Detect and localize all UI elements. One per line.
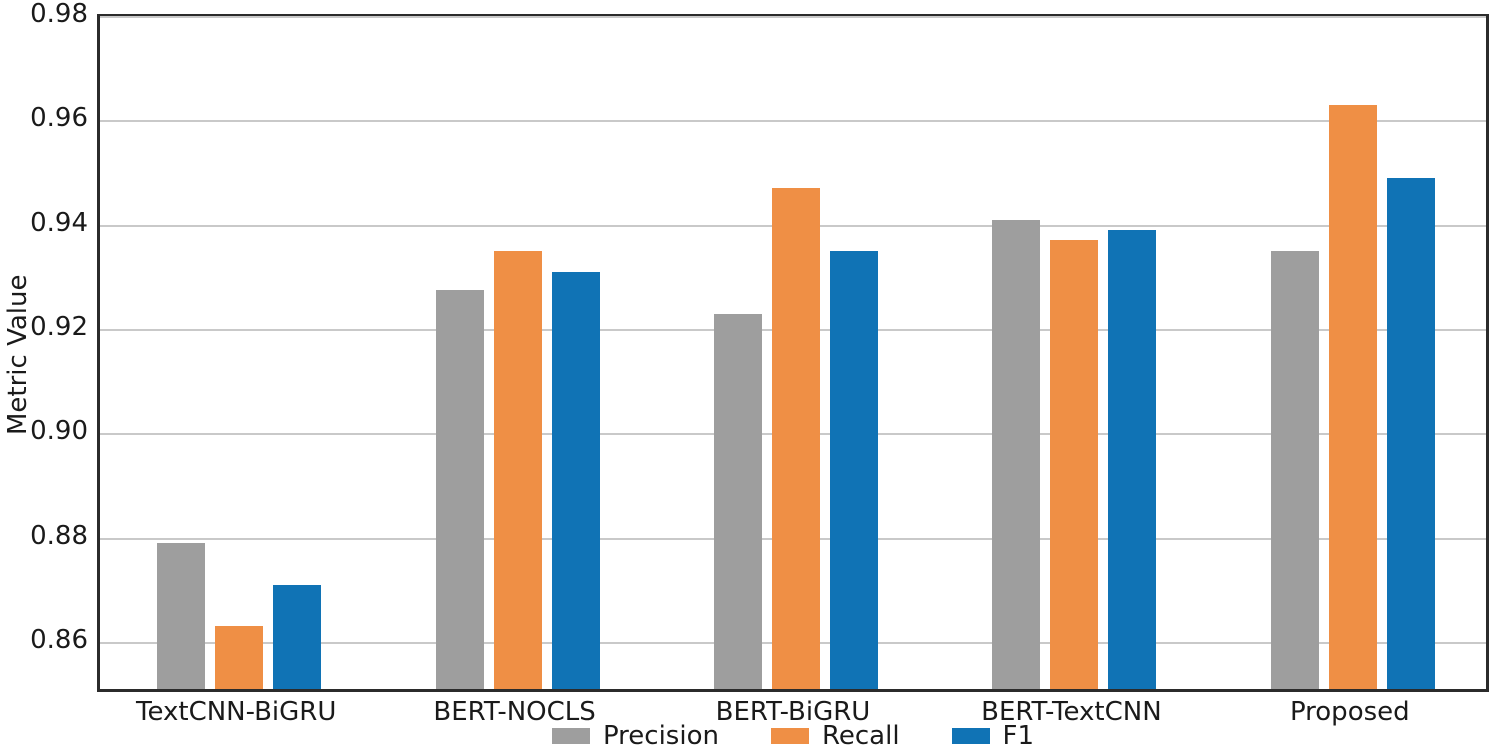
f1-bar bbox=[1108, 230, 1157, 689]
gridline bbox=[100, 16, 1486, 18]
x-tick-label: BERT-TextCNN bbox=[981, 697, 1162, 727]
recall-bar bbox=[493, 250, 542, 689]
x-tick-label: Proposed bbox=[1289, 697, 1410, 727]
precision-bar bbox=[435, 290, 484, 689]
legend-swatch-precision bbox=[551, 728, 590, 744]
legend-item-recall: Recall bbox=[770, 721, 900, 751]
legend-item-precision: Precision bbox=[551, 721, 719, 751]
x-tick-label: BERT-BiGRU bbox=[715, 697, 871, 727]
f1-bar bbox=[273, 584, 322, 689]
f1-bar bbox=[1386, 177, 1435, 689]
f1-bar bbox=[551, 271, 600, 689]
legend-label: Recall bbox=[821, 721, 900, 751]
plot-area bbox=[97, 14, 1489, 692]
y-axis-label: Metric Value bbox=[3, 274, 33, 436]
y-tick-label: 0.96 bbox=[30, 103, 88, 134]
y-tick-label: 0.86 bbox=[30, 624, 88, 655]
precision-bar bbox=[714, 313, 762, 689]
gridline bbox=[100, 120, 1486, 123]
y-tick-label: 0.92 bbox=[30, 311, 88, 342]
legend-swatch-f1 bbox=[951, 728, 990, 744]
x-tick-label: TextCNN-BiGRU bbox=[135, 697, 337, 727]
x-tick-label: BERT-NOCLS bbox=[433, 697, 596, 727]
precision-bar bbox=[992, 219, 1041, 689]
y-tick-label: 0.98 bbox=[30, 0, 88, 29]
recall-bar bbox=[772, 188, 820, 689]
recall-bar bbox=[215, 626, 264, 689]
legend-item-f1: F1 bbox=[951, 721, 1035, 751]
y-tick-label: 0.90 bbox=[30, 416, 88, 447]
y-tick-label: 0.94 bbox=[30, 207, 88, 238]
legend-label: F1 bbox=[1002, 721, 1035, 751]
precision-bar bbox=[157, 542, 206, 689]
legend-label: Precision bbox=[602, 721, 719, 751]
f1-bar bbox=[830, 250, 878, 689]
recall-bar bbox=[1328, 104, 1377, 689]
legend-swatch-recall bbox=[770, 728, 809, 744]
precision-bar bbox=[1270, 250, 1319, 689]
recall-bar bbox=[1050, 240, 1099, 689]
legend: Precision Recall F1 bbox=[97, 722, 1489, 750]
y-tick-label: 0.88 bbox=[30, 520, 88, 551]
